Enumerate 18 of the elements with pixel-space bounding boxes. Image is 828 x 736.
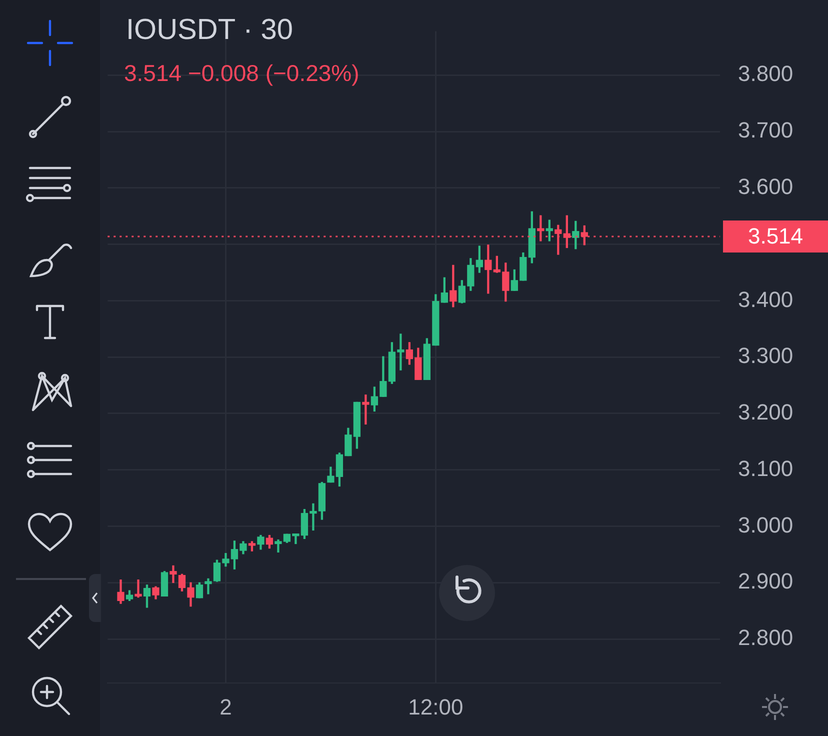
candlestick bbox=[134, 579, 142, 598]
chart-title: IOUSDT · 30 bbox=[126, 14, 294, 47]
y-tick-label: 2.900 bbox=[738, 568, 794, 594]
y-tick-label: 3.400 bbox=[738, 286, 794, 312]
y-tick-label: 2.800 bbox=[738, 625, 794, 650]
y-tick-label: 3.000 bbox=[738, 512, 794, 538]
y-tick-label: 3.800 bbox=[738, 61, 794, 86]
candlestick bbox=[170, 565, 177, 583]
x-tick-label: 2 bbox=[220, 694, 232, 720]
y-tick-label: 3.200 bbox=[738, 400, 794, 425]
candlestick bbox=[362, 394, 370, 425]
text: 3.514 −0.008 (−0.23%) bbox=[124, 60, 360, 87]
y-tick-label: 3.600 bbox=[738, 174, 794, 200]
y-tick-label: 3.100 bbox=[738, 456, 794, 481]
y-tick-label: 3.300 bbox=[738, 343, 794, 368]
ref-line-label: 3.514 bbox=[748, 224, 804, 248]
x-tick-label: 12:00 bbox=[408, 694, 464, 720]
y-tick-label: 3.700 bbox=[738, 118, 794, 143]
